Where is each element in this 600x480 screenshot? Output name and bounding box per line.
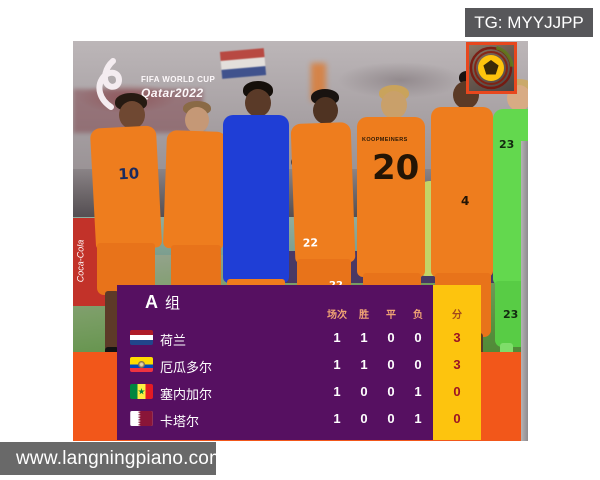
- played-value: 1: [333, 357, 341, 372]
- played-value: 1: [333, 411, 341, 426]
- world-cup-logo-year: Qatar2022: [141, 86, 204, 100]
- played-value: 1: [333, 384, 341, 399]
- table-row-netherlands: 荷兰 1 1 0 0 3: [117, 329, 481, 348]
- column-header-drawn: 平: [386, 310, 396, 321]
- jersey-number: 4: [461, 194, 470, 208]
- jersey-number: 22: [302, 236, 319, 250]
- world-cup-logo: FIFA WORLD CUP Qatar2022: [89, 53, 239, 113]
- won-value: 1: [360, 330, 368, 345]
- lost-value: 0: [414, 357, 422, 372]
- team-name: 荷兰: [160, 333, 187, 348]
- drawn-value: 0: [387, 411, 395, 426]
- lost-value: 1: [414, 411, 422, 426]
- jersey-name: KOOPMEINERS: [362, 137, 408, 143]
- column-header-lost: 负: [413, 310, 423, 321]
- telegram-handle-text: TG: MYYJJPP: [474, 12, 584, 32]
- world-cup-trophy-icon: [96, 58, 123, 110]
- table-row-qatar: 卡塔尔 1 0 0 1 0: [117, 410, 481, 429]
- lost-value: 0: [414, 330, 422, 345]
- group-suffix: 组: [165, 295, 181, 312]
- pentagon-circle-logo-icon: [468, 45, 514, 91]
- table-row-ecuador: 厄瓜多尔 1 1 0 0 3: [117, 356, 481, 375]
- team-name: 卡塔尔: [160, 414, 200, 429]
- netherlands-flag-icon: [130, 330, 153, 345]
- lost-value: 1: [414, 384, 422, 399]
- drawn-value: 0: [387, 384, 395, 399]
- jersey-number: 10: [117, 164, 140, 184]
- column-header-played: 场次: [327, 310, 347, 321]
- watermark-text: www.langningpiano.com: [16, 447, 226, 469]
- table-background: [117, 285, 433, 440]
- points-value: 0: [453, 384, 461, 399]
- column-header-points: 分: [452, 310, 462, 321]
- team-name: 塞内加尔: [160, 387, 213, 402]
- senegal-flag-icon: [130, 384, 153, 399]
- won-value: 1: [360, 357, 368, 372]
- jersey-number: 20: [372, 148, 420, 188]
- points-value: 0: [453, 411, 461, 426]
- played-value: 1: [333, 330, 341, 345]
- drawn-value: 0: [387, 357, 395, 372]
- qatar-flag-icon: [130, 411, 153, 426]
- telegram-handle-badge: TG: MYYJJPP: [465, 8, 593, 37]
- group-letter: A: [145, 292, 158, 312]
- points-value: 3: [453, 330, 461, 345]
- team-name: 厄瓜多尔: [160, 360, 213, 375]
- won-value: 0: [360, 384, 368, 399]
- ecuador-flag-icon: [130, 357, 153, 372]
- points-value: 3: [453, 357, 461, 372]
- world-cup-logo-text: FIFA WORLD CUP: [141, 75, 216, 84]
- table-row-senegal: 塞内加尔 1 0 0 1 0: [117, 383, 481, 402]
- won-value: 0: [360, 411, 368, 426]
- column-header-won: 胜: [359, 310, 369, 321]
- shorts-number: 23: [503, 308, 519, 321]
- website-watermark: www.langningpiano.com: [0, 442, 225, 475]
- jersey-number: 23: [499, 138, 515, 151]
- stadium-pillar: [521, 141, 528, 441]
- drawn-value: 0: [387, 330, 395, 345]
- channel-logo-badge: [466, 42, 517, 94]
- points-column-background: [433, 285, 481, 440]
- coca-cola-text: Coca-Cola: [75, 239, 86, 283]
